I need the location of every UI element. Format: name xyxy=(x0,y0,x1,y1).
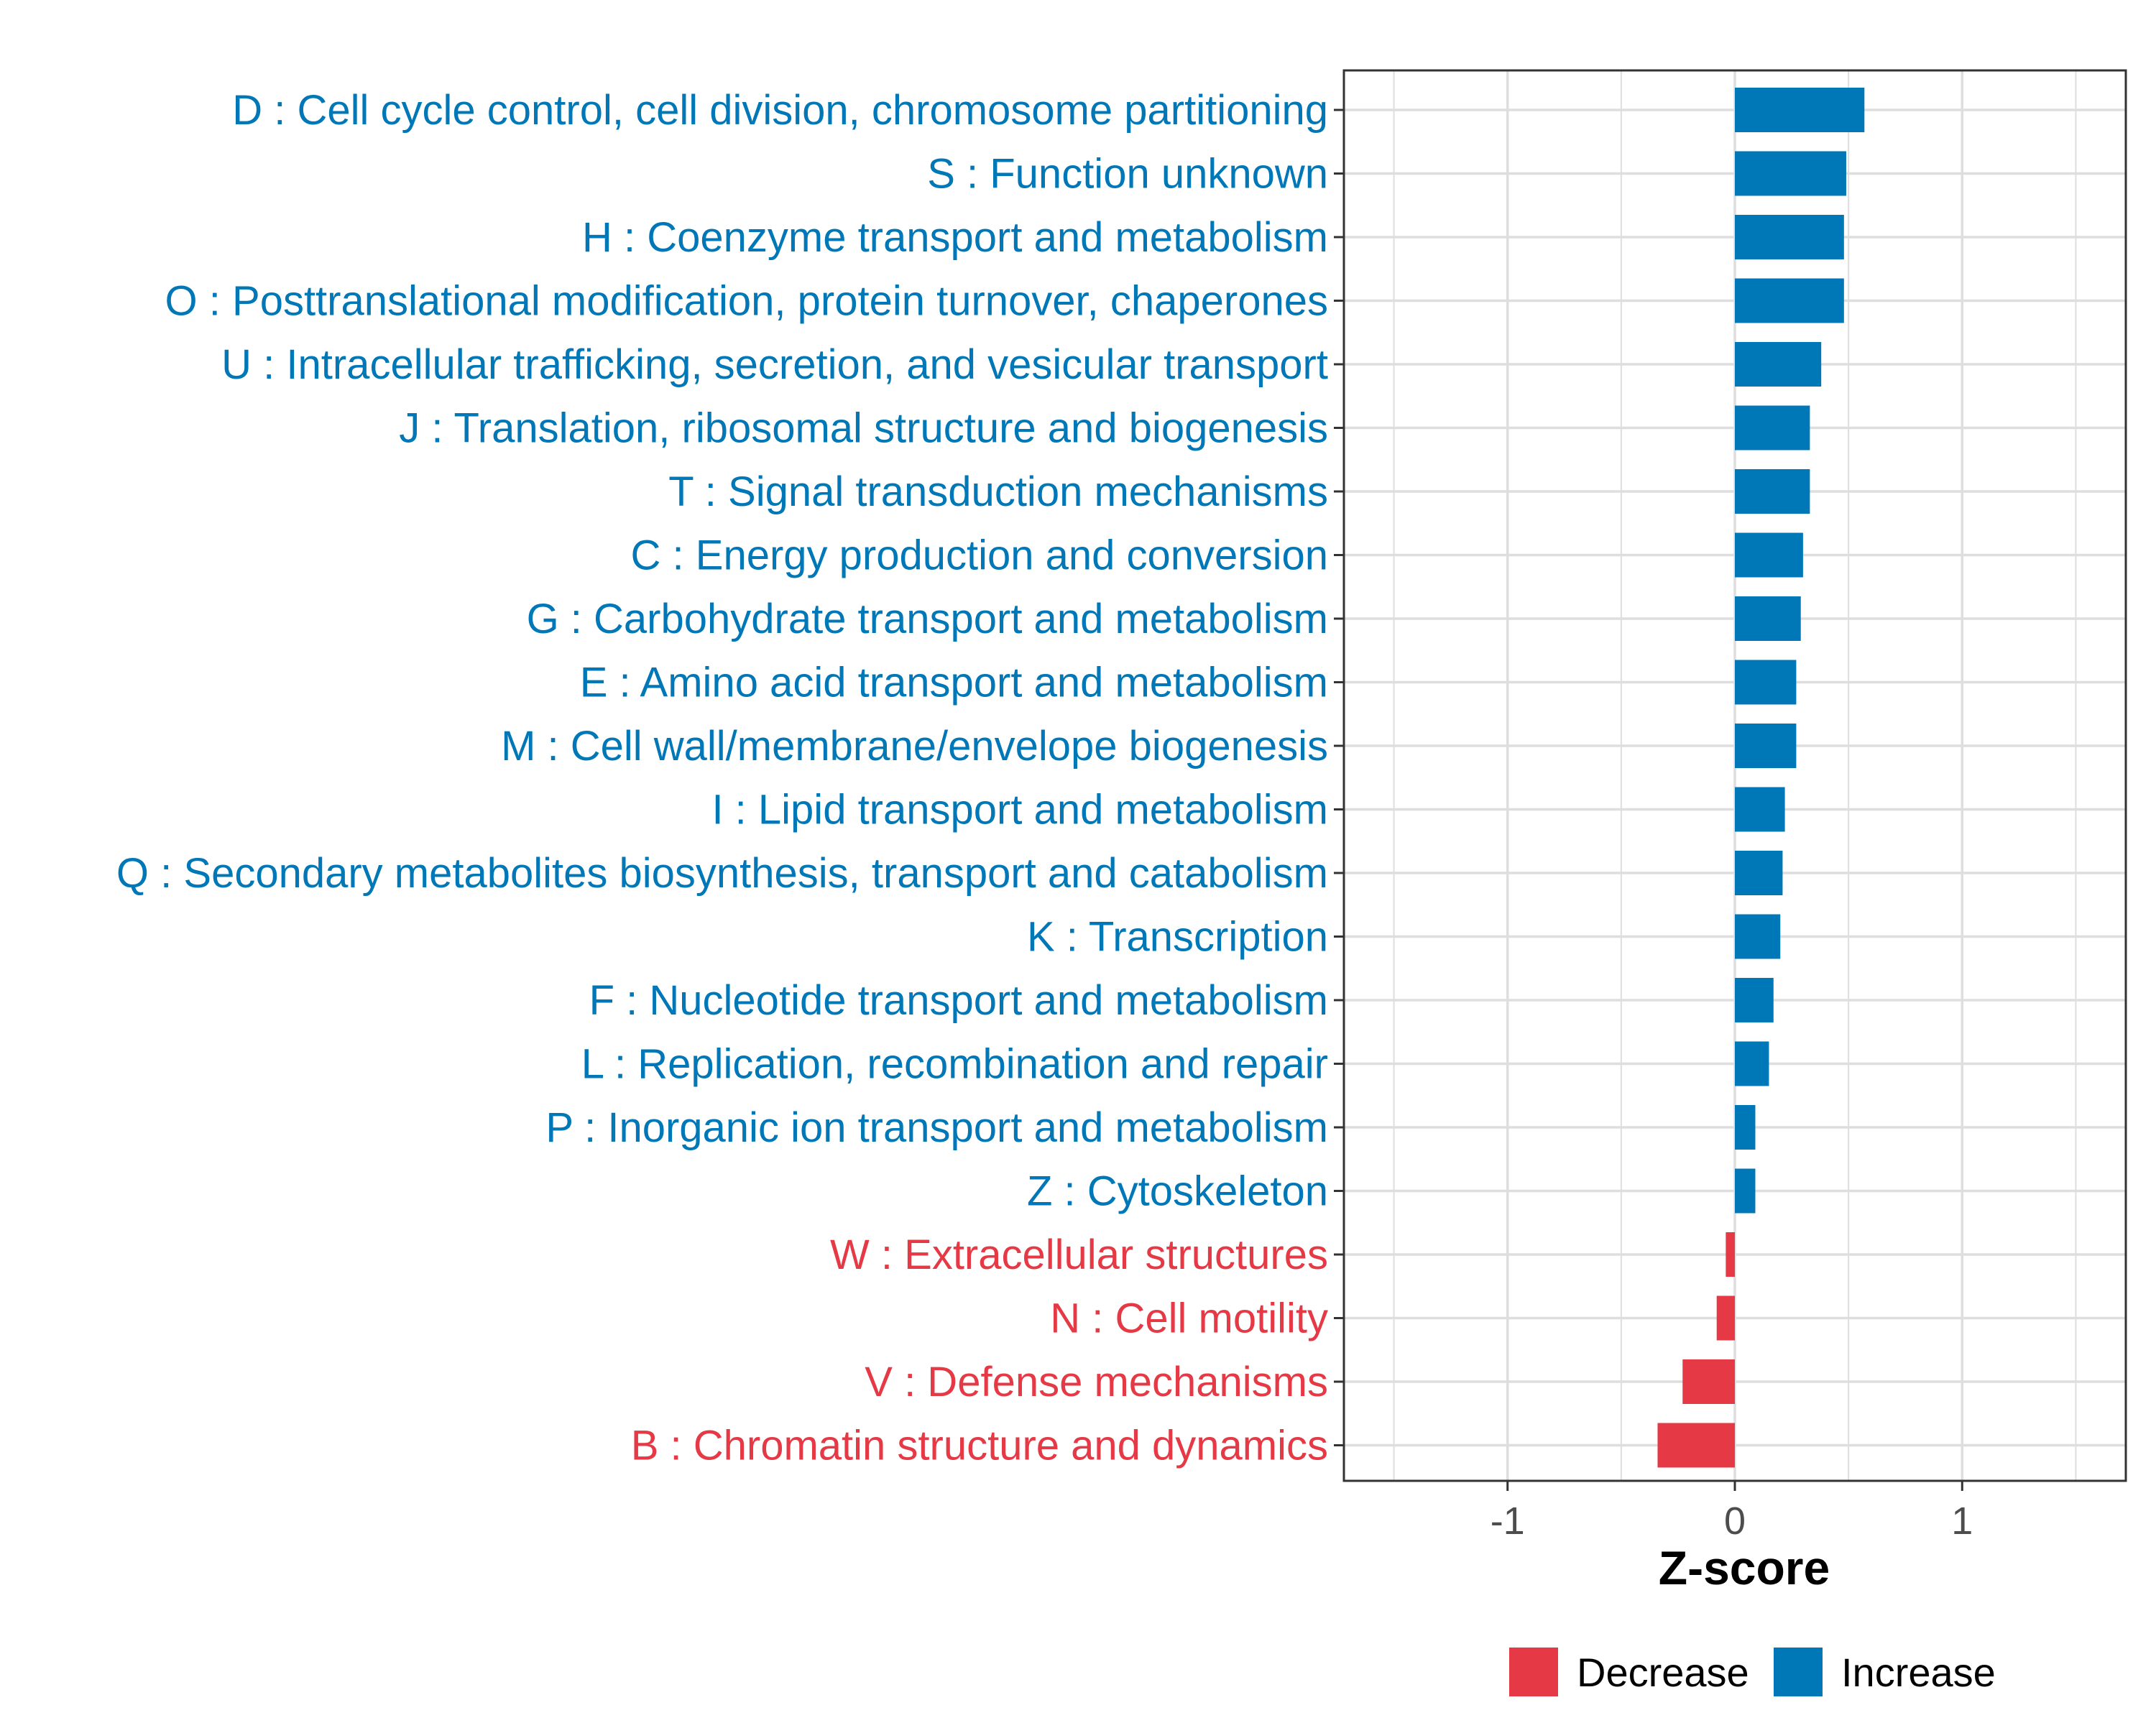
category-label-d: D : Cell cycle control, cell division, c… xyxy=(232,87,1328,134)
category-label-g: G : Carbohydrate transport and metabolis… xyxy=(527,596,1328,642)
category-label-p: P : Inorganic ion transport and metaboli… xyxy=(545,1104,1328,1151)
bar-k xyxy=(1735,914,1781,959)
legend-label-increase: Increase xyxy=(1841,1650,1996,1695)
x-tick-label: 1 xyxy=(1951,1500,1973,1543)
bar-c xyxy=(1735,532,1803,578)
legend-label-decrease: Decrease xyxy=(1577,1650,1749,1695)
category-label-q: Q : Secondary metabolites biosynthesis, … xyxy=(116,850,1328,897)
category-label-n: N : Cell motility xyxy=(1050,1295,1328,1342)
bar-d xyxy=(1735,88,1865,132)
bar-i xyxy=(1735,787,1785,832)
category-label-b: B : Chromatin structure and dynamics xyxy=(631,1423,1328,1469)
category-label-c: C : Energy production and conversion xyxy=(631,532,1328,579)
bar-u xyxy=(1735,342,1822,387)
category-label-w: W : Extracellular structures xyxy=(830,1232,1328,1278)
category-label-h: H : Coenzyme transport and metabolism xyxy=(582,214,1328,261)
x-tick-label: -1 xyxy=(1491,1500,1525,1543)
category-label-z: Z : Cytoskeleton xyxy=(1027,1168,1328,1215)
category-label-l: L : Replication, recombination and repai… xyxy=(581,1041,1328,1088)
bar-l xyxy=(1735,1041,1769,1086)
category-label-f: F : Nucleotide transport and metabolism xyxy=(589,977,1328,1024)
category-label-m: M : Cell wall/membrane/envelope biogenes… xyxy=(501,723,1328,770)
category-label-s: S : Function unknown xyxy=(927,151,1328,198)
bar-n xyxy=(1716,1295,1735,1341)
category-label-u: U : Intracellular trafficking, secretion… xyxy=(221,341,1328,388)
bar-t xyxy=(1735,469,1810,514)
category-label-j: J : Translation, ribosomal structure and… xyxy=(399,405,1328,452)
bar-o xyxy=(1735,278,1844,323)
legend: Decrease Increase xyxy=(1509,1648,1996,1696)
x-axis-title: Z-score xyxy=(1659,1541,1830,1594)
bar-j xyxy=(1735,405,1810,451)
legend-key-increase xyxy=(1774,1648,1823,1696)
bar-v xyxy=(1682,1359,1735,1404)
bar-p xyxy=(1735,1105,1756,1150)
category-label-o: O : Posttranslational modification, prot… xyxy=(165,278,1328,325)
bar-g xyxy=(1735,596,1801,641)
category-label-t: T : Signal transduction mechanisms xyxy=(668,468,1328,515)
bars xyxy=(1657,88,1865,1468)
bar-f xyxy=(1735,978,1774,1022)
category-label-e: E : Amino acid transport and metabolism xyxy=(580,660,1328,706)
y-axis-ticks xyxy=(1334,108,1344,1446)
y-axis-category-labels: D : Cell cycle control, cell division, c… xyxy=(116,87,1328,1469)
bar-w xyxy=(1726,1232,1735,1277)
bar-h xyxy=(1735,215,1844,259)
category-label-k: K : Transcription xyxy=(1027,914,1328,961)
bar-b xyxy=(1657,1423,1735,1468)
bar-e xyxy=(1735,660,1797,705)
legend-key-decrease xyxy=(1509,1648,1558,1696)
category-label-i: I : Lipid transport and metabolism xyxy=(711,787,1328,833)
bar-q xyxy=(1735,851,1783,895)
category-label-v: V : Defense mechanisms xyxy=(865,1359,1328,1405)
x-axis-ticks: -1 0 1 xyxy=(1491,1481,1973,1543)
bar-z xyxy=(1735,1168,1756,1214)
x-tick-label: 0 xyxy=(1724,1500,1746,1543)
bar-m xyxy=(1735,724,1797,768)
bar-s xyxy=(1735,151,1846,196)
